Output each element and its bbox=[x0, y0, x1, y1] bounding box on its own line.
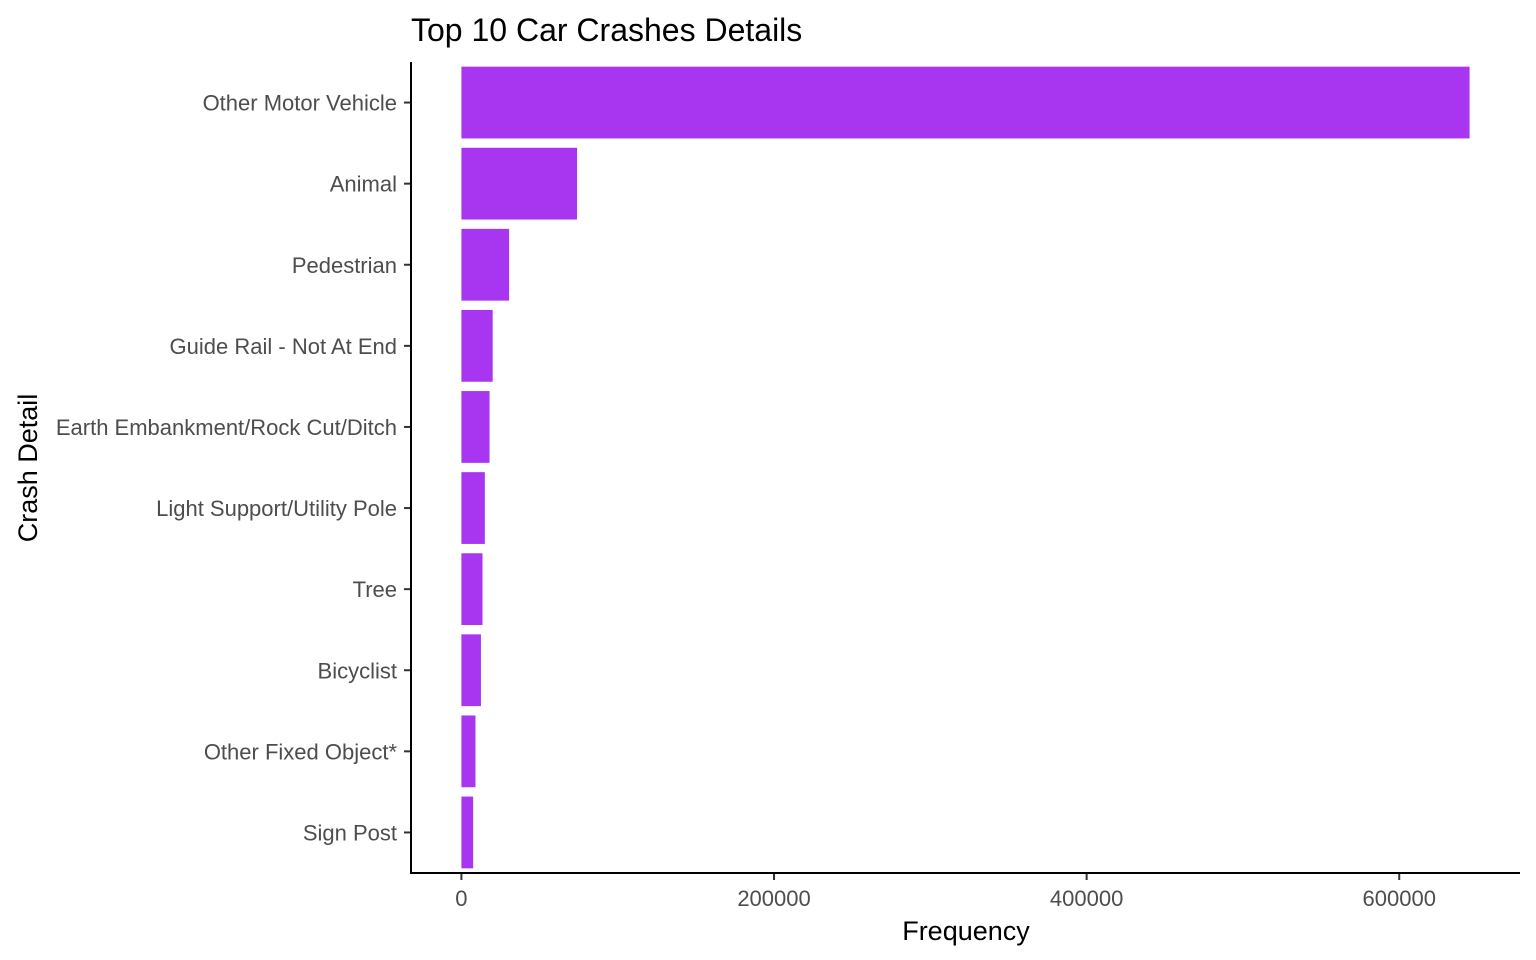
x-tick-label-0: 0 bbox=[455, 886, 467, 911]
x-tick-label-1: 200000 bbox=[737, 886, 810, 911]
x-tick-label-3: 600000 bbox=[1363, 886, 1436, 911]
y-tick-label-3: Guide Rail - Not At End bbox=[170, 334, 397, 359]
y-axis-title: Crash Detail bbox=[13, 394, 43, 543]
x-axis-title: Frequency bbox=[902, 916, 1030, 946]
y-tick-label-1: Animal bbox=[330, 172, 397, 197]
bar-1 bbox=[461, 147, 578, 220]
bar-6 bbox=[461, 553, 483, 626]
bar-8 bbox=[461, 715, 476, 788]
bar-2 bbox=[461, 228, 510, 301]
y-tick-label-2: Pedestrian bbox=[292, 253, 397, 278]
y-axis-ticks: Other Motor Vehicle Animal Pedestrian Guide… bbox=[56, 91, 411, 845]
y-tick-label-4: Earth Embankment/Rock Cut/Ditch bbox=[56, 415, 397, 440]
y-tick-label-9: Sign Post bbox=[303, 820, 397, 845]
y-tick-label-7: Bicyclist bbox=[318, 658, 397, 683]
bar-7 bbox=[461, 634, 481, 707]
y-tick-label-5: Light Support/Utility Pole bbox=[156, 496, 397, 521]
x-tick-label-2: 400000 bbox=[1050, 886, 1123, 911]
bar-9 bbox=[461, 796, 474, 869]
bar-3 bbox=[461, 309, 493, 382]
y-tick-label-0: Other Motor Vehicle bbox=[203, 91, 397, 116]
bar-4 bbox=[461, 391, 490, 463]
bar-5 bbox=[461, 472, 485, 544]
bars-group bbox=[461, 66, 1470, 869]
bar-0 bbox=[461, 66, 1470, 139]
y-tick-label-8: Other Fixed Object* bbox=[204, 739, 398, 764]
chart-title: Top 10 Car Crashes Details bbox=[411, 12, 802, 48]
x-axis-ticks: 0 200000 400000 600000 bbox=[455, 873, 1436, 911]
y-tick-label-6: Tree bbox=[353, 577, 397, 602]
